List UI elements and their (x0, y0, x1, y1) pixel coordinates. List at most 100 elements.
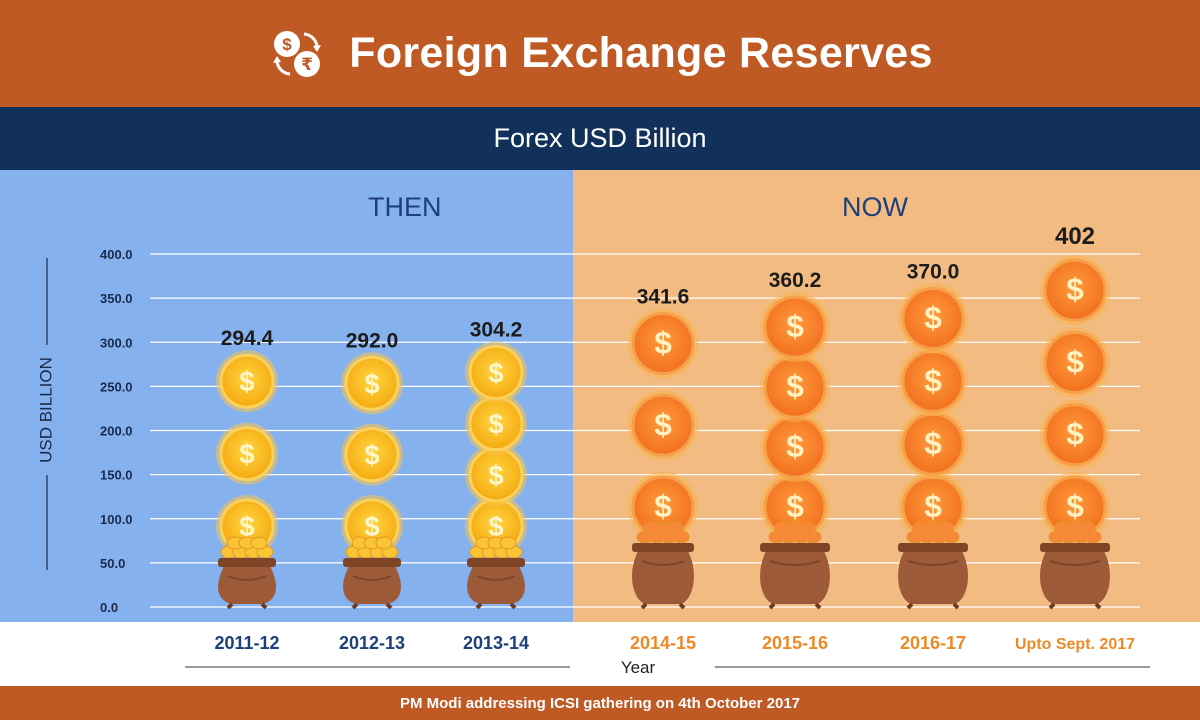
pot-body (760, 551, 830, 604)
y-tick-label: 100.0 (100, 512, 133, 527)
coin: $ (1040, 255, 1110, 326)
pot-leg (226, 602, 234, 610)
coin-face (763, 295, 827, 359)
coin-face (631, 312, 695, 376)
dollar-symbol: $ (1066, 416, 1084, 452)
svg-text:₹: ₹ (301, 55, 313, 75)
y-tick-label: 150.0 (100, 468, 133, 483)
coin-face (1043, 258, 1107, 322)
dollar-symbol: $ (654, 325, 672, 361)
now-label: NOW (842, 192, 908, 222)
coin: $ (465, 341, 527, 404)
dollar-symbol: $ (924, 425, 942, 461)
pot-band (907, 560, 959, 566)
y-tick-label: 400.0 (100, 247, 133, 262)
coin: $ (760, 352, 830, 423)
dollar-symbol: $ (786, 428, 804, 464)
coin-stacks: $ $ $ $ $ $ $ $ $ $ $ $ $ $ $ $ $ $ $ $ $ $ $ $ $ (216, 255, 1110, 557)
x-tick-label: 2013-14 (463, 633, 529, 653)
coin-face (219, 426, 275, 482)
dollar-symbol: $ (488, 358, 503, 389)
pot-leg (640, 602, 648, 610)
currency-exchange-icon: $ ₹ (273, 30, 322, 77)
x-tick-label: 2014-15 (630, 633, 696, 653)
dollar-symbol: $ (488, 460, 503, 491)
header-bar (0, 0, 1200, 107)
coin-heap (345, 536, 399, 559)
value-label: 292.0 (346, 329, 399, 352)
pot (343, 558, 401, 610)
heap-coin (666, 521, 684, 535)
pot-rim (632, 543, 694, 552)
x-tick-label: Upto Sept. 2017 (1015, 636, 1135, 653)
pot-leg (385, 602, 393, 610)
coin: $ (216, 422, 278, 485)
pot (760, 543, 830, 610)
pot-rim (898, 543, 968, 552)
dollar-symbol: $ (654, 488, 672, 524)
pot-leg (351, 602, 359, 610)
pot-leg (1048, 602, 1056, 610)
pot-band (227, 575, 267, 581)
coin-heap (220, 536, 274, 559)
heap-coin (1078, 521, 1096, 535)
x-tick-label: 2016-17 (900, 633, 966, 653)
coin-heap (1048, 521, 1102, 544)
page-title: Foreign Exchange Reserves (349, 29, 933, 77)
heap-coin (375, 536, 393, 550)
pot-leg (260, 602, 268, 610)
y-tick-label: 200.0 (100, 424, 133, 439)
pot-band (476, 575, 516, 581)
dollar-symbol: $ (654, 406, 672, 442)
pot-leg (1094, 602, 1102, 610)
pot (632, 543, 694, 610)
pot-body (898, 551, 968, 604)
coin-heap (906, 521, 960, 544)
coin: $ (1040, 399, 1110, 470)
pot-body (218, 566, 276, 604)
coin-heap (768, 521, 822, 544)
pot-rim (467, 558, 525, 567)
dollar-symbol: $ (239, 511, 254, 542)
x-axis-labels: 2011-12 2012-13 2013-14 2014-15 2015-16 2016-… (214, 633, 1135, 653)
then-label: THEN (368, 192, 442, 222)
pot (1040, 543, 1110, 610)
pot-leg (768, 602, 776, 610)
pot-rim (343, 558, 401, 567)
heap-coin (936, 521, 954, 535)
x-tick-label: 2011-12 (214, 633, 279, 653)
value-label: 294.4 (221, 327, 274, 350)
dollar-symbol: $ (364, 511, 379, 542)
pot-leg (475, 602, 483, 610)
coin: $ (628, 390, 698, 461)
dollar-symbol: $ (488, 511, 503, 542)
y-tick-label: 350.0 (100, 291, 133, 306)
dollar-symbol: $ (364, 368, 379, 399)
dollar-symbol: $ (786, 488, 804, 524)
pot-leg (814, 602, 822, 610)
pot-band (1049, 560, 1101, 566)
dollar-symbol: $ (364, 440, 379, 471)
pot-leg (952, 602, 960, 610)
x-axis-label: Year (621, 658, 656, 677)
dollar-symbol: $ (1066, 271, 1084, 307)
value-labels: 294.4 292.0 304.2 341.6 360.2 370.0 402 (221, 223, 1095, 352)
svg-text:$: $ (283, 35, 293, 54)
pot (467, 558, 525, 610)
value-label: 360.2 (769, 269, 822, 292)
y-tick-label: 0.0 (100, 600, 118, 615)
pot (898, 543, 968, 610)
footer-caption: PM Modi addressing ICSI gathering on 4th… (399, 694, 801, 712)
coin-face (1043, 403, 1107, 467)
dollar-symbol: $ (239, 439, 254, 470)
coin: $ (1040, 327, 1110, 398)
pot-leg (678, 602, 686, 610)
dollar-symbol: $ (488, 409, 503, 440)
heap-coin (250, 536, 268, 550)
coin: $ (628, 308, 698, 379)
coin: $ (760, 412, 830, 483)
pot-band (352, 575, 392, 581)
x-tick-label: 2015-16 (762, 633, 828, 653)
pot-leg (509, 602, 517, 610)
coin-heap (636, 521, 690, 544)
